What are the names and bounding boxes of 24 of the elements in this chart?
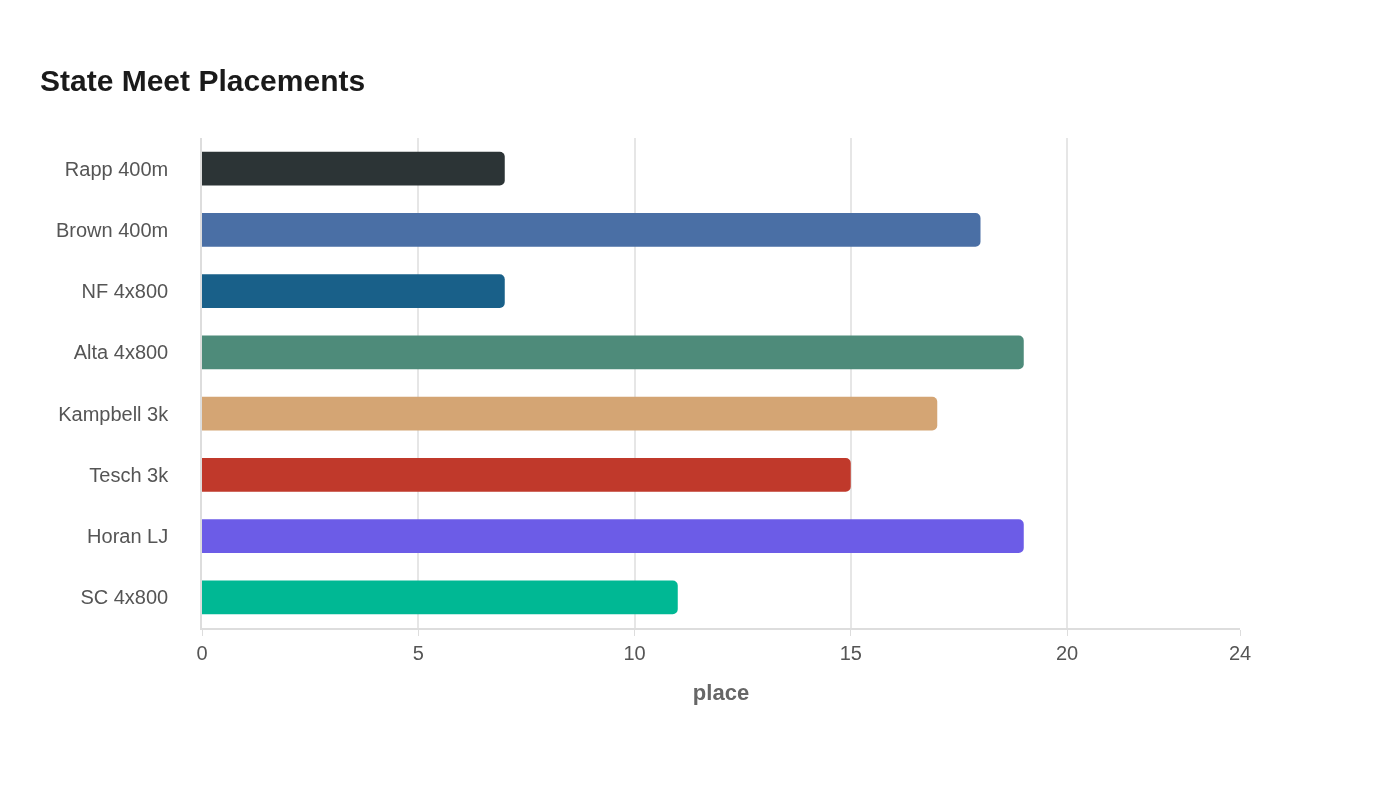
bar — [202, 335, 1024, 370]
bar — [202, 580, 678, 615]
x-tick-label: 5 — [412, 641, 424, 664]
x-tick-label: 0 — [196, 641, 208, 664]
y-tick-label: SC 4x800 — [80, 586, 169, 609]
bar — [202, 519, 1024, 553]
chart-title: State Meet Placements — [40, 63, 366, 97]
bar — [202, 213, 981, 247]
y-tick-label: Rapp 400m — [64, 157, 169, 180]
y-tick-label: Horan LJ — [87, 525, 169, 548]
bar — [202, 274, 505, 308]
x-tick-label: 20 — [1055, 641, 1079, 664]
y-tick-label: NF 4x800 — [81, 280, 169, 303]
x-tick-label: 15 — [839, 641, 862, 664]
x-tick-label: 10 — [623, 641, 646, 664]
x-axis-title: place — [692, 680, 750, 706]
y-tick-label: Alta 4x800 — [73, 341, 169, 364]
y-tick-label: Tesch 3k — [89, 463, 170, 486]
bar — [202, 396, 938, 431]
x-tick-label: 24 — [1228, 641, 1252, 664]
bar — [202, 151, 505, 186]
y-tick-label: Brown 400m — [55, 218, 169, 241]
y-tick-label: Kampbell 3k — [58, 402, 170, 425]
bar — [202, 458, 851, 492]
